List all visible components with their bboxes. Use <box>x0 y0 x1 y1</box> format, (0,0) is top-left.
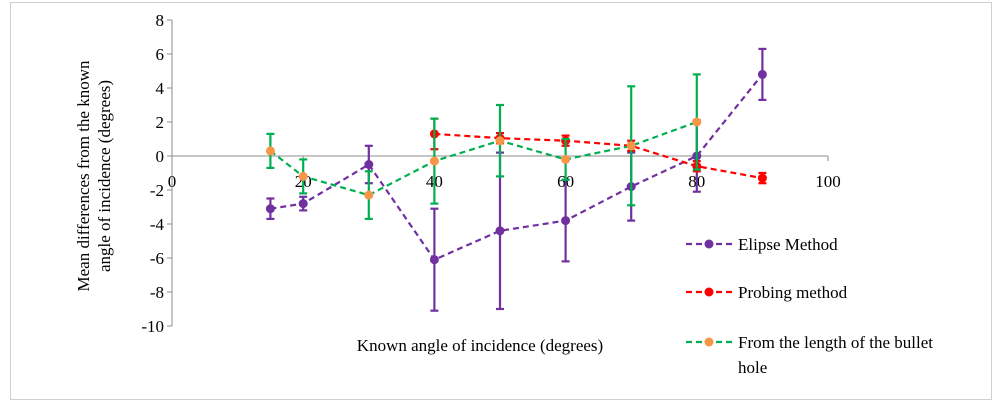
error-bars <box>430 117 767 185</box>
series-line <box>434 132 763 180</box>
data-point <box>561 216 571 226</box>
legend-swatch-marker <box>704 287 714 297</box>
data-point <box>298 199 308 209</box>
data-point <box>298 171 308 181</box>
data-point <box>429 156 439 166</box>
y-tick-label: -6 <box>150 249 164 268</box>
legend-item: Probing method <box>686 283 848 302</box>
legend-swatch-marker <box>704 337 714 347</box>
y-axis-title-line-2: angle of incidence (degrees) <box>95 80 114 272</box>
x-tick-label: 0 <box>168 172 177 191</box>
series-1 <box>429 117 767 185</box>
data-point <box>364 190 374 200</box>
series-2 <box>265 73 702 220</box>
y-tick-label: -10 <box>141 317 164 336</box>
series-line <box>270 73 764 262</box>
chart-legend: Elipse Method Probing method From the leng… <box>686 235 933 377</box>
y-tick-label: 6 <box>156 45 165 64</box>
legend-item: Elipse Method <box>686 235 838 254</box>
y-tick-label: 8 <box>156 11 165 30</box>
chart-series <box>265 47 767 312</box>
data-point <box>265 204 275 214</box>
y-axis-title-line-1: Mean differences from the known <box>74 60 93 291</box>
series-0 <box>265 47 767 312</box>
data-point <box>429 255 439 265</box>
y-tick-label: 2 <box>156 113 165 132</box>
legend-label: Probing method <box>738 283 848 302</box>
legend-item: From the length of the bullet hole <box>686 333 933 377</box>
x-tick-label: 100 <box>815 172 841 191</box>
data-point <box>757 173 767 183</box>
series-line <box>269 120 698 197</box>
data-point <box>364 160 374 169</box>
data-point <box>495 226 505 236</box>
legend-label: hole <box>738 358 767 377</box>
data-point <box>495 136 505 146</box>
x-axis-title: Known angle of incidence (degrees) <box>357 336 603 355</box>
y-tick-label: -2 <box>150 181 164 200</box>
legend-label: From the length of the bullet <box>738 333 933 352</box>
data-point <box>265 146 275 156</box>
data-point <box>561 154 571 164</box>
y-tick-label: -4 <box>150 215 165 234</box>
data-point <box>757 69 767 79</box>
y-tick-label: -8 <box>150 283 164 302</box>
data-point <box>626 141 636 151</box>
y-tick-label: 0 <box>156 147 165 166</box>
legend-swatch-marker <box>704 239 714 249</box>
data-point <box>692 117 702 127</box>
y-tick-label: 4 <box>156 79 165 98</box>
legend-label: Elipse Method <box>738 235 838 254</box>
